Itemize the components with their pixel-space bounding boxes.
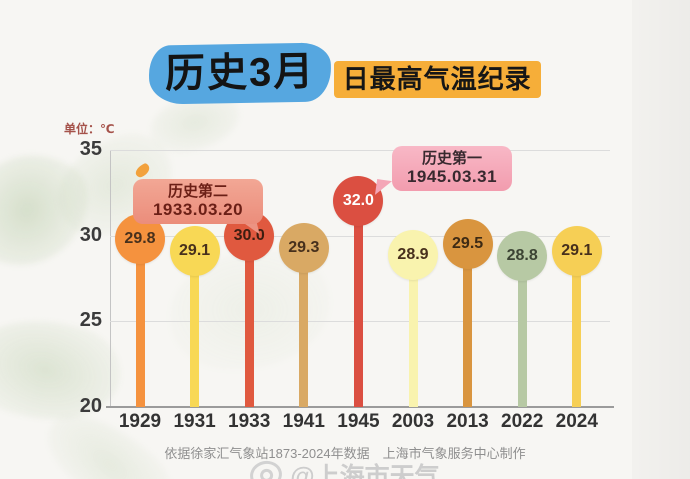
annotation-rank-label: 历史第一	[421, 150, 482, 167]
x-tick-label: 1941	[282, 411, 325, 432]
title-part-yellow: 日最高气温纪录	[333, 61, 541, 98]
annotation-rank-first: 历史第一 1945.03.31	[392, 146, 512, 191]
y-tick-label: 20	[79, 395, 102, 417]
lollipop-stick	[190, 251, 200, 407]
lollipop-2003: 28.9	[388, 229, 438, 280]
annotation-date: 1945.03.31	[406, 167, 498, 187]
gridline	[110, 150, 610, 151]
x-tick-label: 2003	[391, 411, 435, 432]
x-tick-label: 1945	[337, 411, 380, 432]
callout-first-tail	[374, 179, 393, 197]
annotation-rank-label: 历史第二	[167, 183, 228, 200]
x-tick-label: 1929	[118, 411, 162, 432]
lollipop-stick	[299, 247, 309, 407]
lollipop-stick	[517, 256, 527, 407]
x-tick-label: 2013	[446, 411, 489, 432]
lollipop-stick	[408, 254, 418, 407]
lollipop-2013: 29.5	[442, 219, 493, 270]
y-tick-label: 25	[79, 309, 102, 332]
y-tick-label: 30	[79, 223, 102, 246]
annotation-date: 1933.03.20	[152, 200, 244, 220]
weibo-eye-icon	[247, 457, 285, 479]
y-axis-line	[110, 150, 111, 407]
page-title: 历史3月 日最高气温纪录	[0, 42, 690, 105]
lollipop-2024: 29.1	[551, 226, 602, 277]
lollipop-1945: 32.0	[333, 176, 384, 227]
lollipop-stick	[572, 251, 582, 407]
x-axis-line	[106, 406, 614, 408]
annotation-rank-second: 历史第二 1933.03.20	[133, 179, 263, 224]
lollipop-stick	[135, 239, 145, 407]
x-tick-label: 1933	[228, 411, 271, 432]
x-tick-label: 2024	[555, 411, 598, 432]
paper-edge-band	[632, 0, 690, 479]
data-source-text: 依据徐家汇气象站1873-2024年数据 上海市气象服务中心制作	[164, 446, 526, 461]
watermark-text: @上海市天气	[290, 463, 440, 479]
x-tick-label: 1931	[173, 411, 216, 432]
unit-label: 单位：℃	[64, 122, 115, 136]
lollipop-1931: 29.1	[169, 226, 220, 277]
lollipop-stick	[353, 201, 363, 407]
lollipop-stick	[463, 244, 473, 407]
y-tick-label: 35	[79, 138, 102, 160]
lollipop-1941: 29.3	[278, 222, 329, 273]
lollipop-stick	[244, 235, 254, 407]
x-tick-label: 2022	[501, 411, 544, 432]
watermark: @上海市天气	[0, 457, 690, 479]
lollipop-2022: 28.8	[497, 231, 548, 282]
